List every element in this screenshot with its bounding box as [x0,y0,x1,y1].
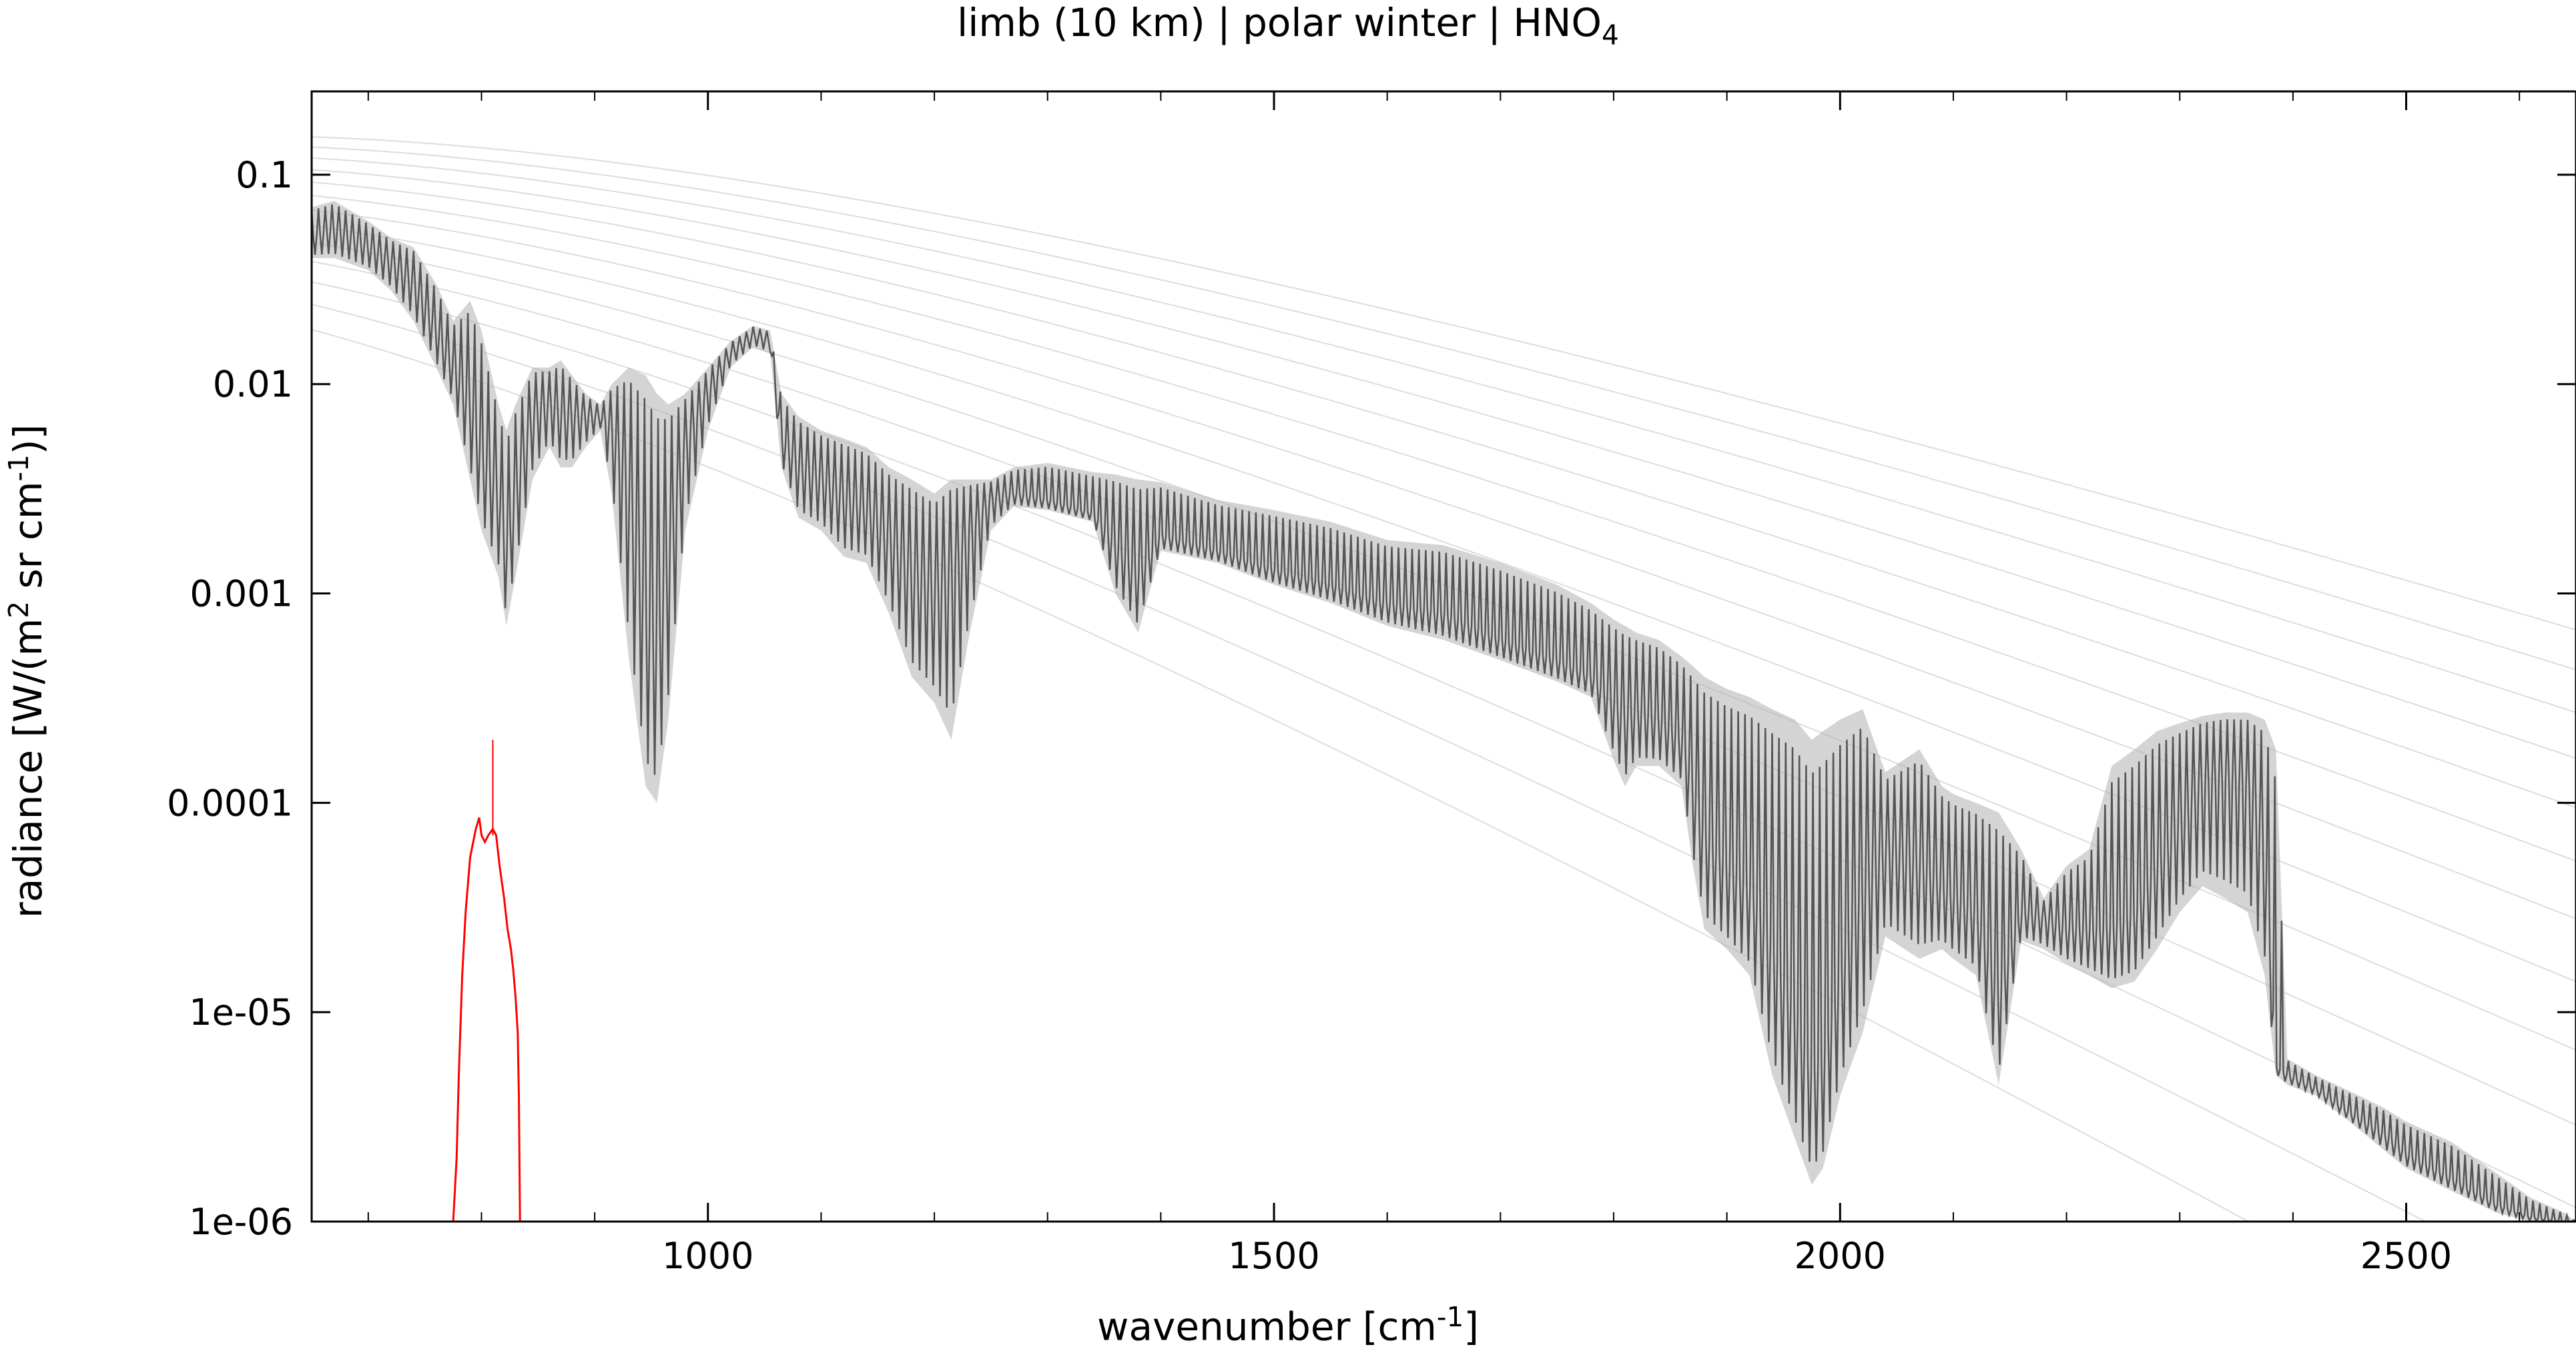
planck-curve-300K [312,136,2576,631]
x-tick-label: 1000 [662,1235,753,1277]
plot-frame [310,90,2576,1223]
y-tick-label: 1e-05 [189,991,293,1033]
x-tick-label: 2500 [2360,1235,2452,1277]
planck-curve-200K [312,281,2576,1209]
chart-title: limb (10 km) | polar winter | HNO4 [957,0,1619,51]
x-tick-label: 1500 [1228,1235,1319,1277]
planck-curve-290K [312,146,2576,670]
hno4-line [452,817,521,1222]
planck-curve-270K [312,169,2576,759]
y-tick-label: 0.001 [190,573,293,615]
y-axis-label: radiance [W/(m2 sr cm-1)] [2,424,51,919]
spectrum-line [312,204,2576,1222]
x-tick-label: 2000 [1795,1235,1886,1277]
y-tick-label: 1e-06 [189,1201,293,1243]
y-tick-label: 0.0001 [167,782,293,824]
spectrum-layer [312,201,2576,1222]
y-tick-label: 0.01 [213,364,293,406]
planck-curve-260K [312,181,2576,809]
hno4-layer [452,739,521,1222]
spectrum-envelope-band [312,201,2576,1222]
planck-curve-280K [312,157,2576,713]
y-tick-label: 0.1 [236,154,293,196]
axis-layer: 1000 1500 2000 2500 1e-06 1e-05 0.0001 0.001 0.0… [167,91,2576,1277]
x-axis-label: wavenumber [cm-1] [1097,1301,1479,1350]
